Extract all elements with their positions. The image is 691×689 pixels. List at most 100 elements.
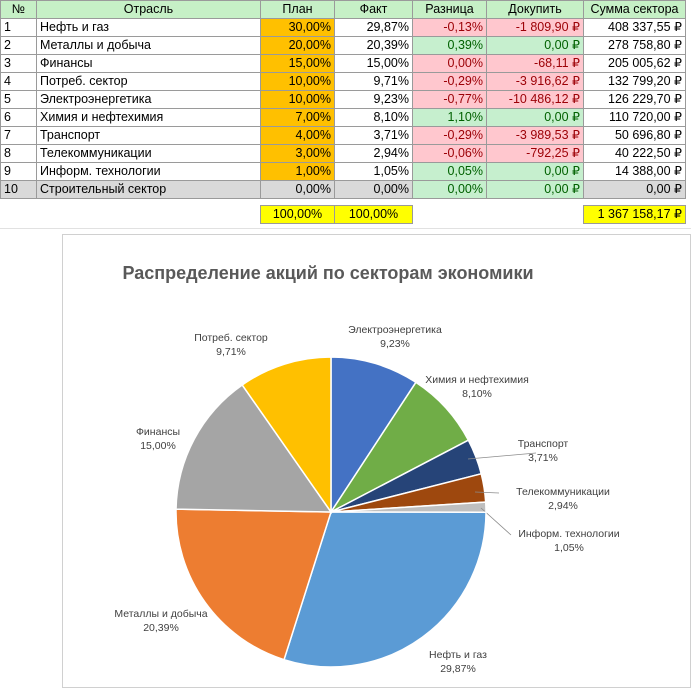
cell-empty[interactable]: [1, 206, 37, 224]
header-sector[interactable]: Отрасль: [36, 0, 261, 19]
cell-sector[interactable]: Потреб. сектор: [36, 72, 261, 91]
cell-plan[interactable]: 3,00%: [260, 144, 335, 163]
cell-fact[interactable]: 15,00%: [334, 54, 413, 73]
cell-plan[interactable]: 7,00%: [260, 108, 335, 127]
cell-buy[interactable]: -3 989,53 ₽: [486, 126, 584, 145]
cell-num[interactable]: 4: [0, 72, 37, 91]
cell-num[interactable]: 2: [0, 36, 37, 55]
pie-chart[interactable]: Распределение акций по секторам экономик…: [62, 234, 691, 688]
cell-buy[interactable]: -1 809,90 ₽: [486, 18, 584, 37]
cell-empty[interactable]: [413, 206, 487, 224]
cell-plan[interactable]: 1,00%: [260, 162, 335, 181]
cell-num[interactable]: 1: [0, 18, 37, 37]
cell-diff[interactable]: -0,77%: [412, 90, 487, 109]
cell-sum[interactable]: 205 005,62 ₽: [583, 54, 686, 73]
cell-sum[interactable]: 126 229,70 ₽: [583, 90, 686, 109]
cell-buy[interactable]: -10 486,12 ₽: [486, 90, 584, 109]
slice-value-label: 2,94%: [548, 500, 578, 512]
table-row: 7 Транспорт 4,00% 3,71% -0,29% -3 989,53 ₽50 …: [0, 126, 686, 145]
cell-sector[interactable]: Финансы: [36, 54, 261, 73]
cell-sum[interactable]: 0,00 ₽: [583, 180, 686, 199]
cell-sum[interactable]: 50 696,80 ₽: [583, 126, 686, 145]
slice-value-label: 15,00%: [140, 440, 176, 452]
cell-plan[interactable]: 0,00%: [260, 180, 335, 199]
cell-plan[interactable]: 30,00%: [260, 18, 335, 37]
pie-slice[interactable]: [175, 383, 333, 513]
cell-fact[interactable]: 9,71%: [334, 72, 413, 91]
header-num[interactable]: №: [0, 0, 37, 19]
header-diff[interactable]: Разница: [412, 0, 487, 19]
cell-sector[interactable]: Строительный сектор: [36, 180, 261, 199]
cell-diff[interactable]: -0,29%: [412, 126, 487, 145]
cell-plan[interactable]: 10,00%: [260, 90, 335, 109]
cell-diff[interactable]: 0,05%: [412, 162, 487, 181]
cell-diff[interactable]: -0,06%: [412, 144, 487, 163]
cell-fact[interactable]: 2,94%: [334, 144, 413, 163]
cell-sum[interactable]: 278 758,80 ₽: [583, 36, 686, 55]
cell-num[interactable]: 5: [0, 90, 37, 109]
cell-fact[interactable]: 1,05%: [334, 162, 413, 181]
cell-fact[interactable]: 9,23%: [334, 90, 413, 109]
cell-buy[interactable]: 0,00 ₽: [486, 108, 584, 127]
cell-buy[interactable]: 0,00 ₽: [486, 180, 584, 199]
cell-sum[interactable]: 14 388,00 ₽: [583, 162, 686, 181]
cell-diff[interactable]: -0,13%: [412, 18, 487, 37]
cell-num[interactable]: 9: [0, 162, 37, 181]
cell-empty[interactable]: [487, 206, 584, 224]
cell-fact[interactable]: 29,87%: [334, 18, 413, 37]
cell-sum[interactable]: 110 720,00 ₽: [583, 108, 686, 127]
cell-plan[interactable]: 15,00%: [260, 54, 335, 73]
slice-value-label: 9,71%: [216, 346, 246, 358]
cell-num[interactable]: 7: [0, 126, 37, 145]
spacer-cell: [1, 199, 686, 206]
cell-plan[interactable]: 10,00%: [260, 72, 335, 91]
slice-value-label: 3,71%: [528, 452, 558, 464]
cell-sector[interactable]: Телекоммуникации: [36, 144, 261, 163]
cell-sector[interactable]: Электроэнергетика: [36, 90, 261, 109]
totals-row: 100,00% 100,00% 1 367 158,17 ₽: [1, 205, 686, 224]
cell-sector[interactable]: Транспорт: [36, 126, 261, 145]
cell-num[interactable]: 3: [0, 54, 37, 73]
pie-slice[interactable]: [241, 356, 332, 515]
cell-num[interactable]: 6: [0, 108, 37, 127]
pie-slice[interactable]: [330, 356, 417, 515]
pie-slice[interactable]: [175, 508, 333, 661]
cell-plan[interactable]: 20,00%: [260, 36, 335, 55]
cell-fact[interactable]: 3,71%: [334, 126, 413, 145]
cell-sector[interactable]: Информ. технологии: [36, 162, 261, 181]
cell-diff[interactable]: 1,10%: [412, 108, 487, 127]
pie-slice[interactable]: [283, 511, 487, 668]
cell-fact[interactable]: 8,10%: [334, 108, 413, 127]
cell-diff[interactable]: 0,39%: [412, 36, 487, 55]
cell-num[interactable]: 8: [0, 144, 37, 163]
cell-sum[interactable]: 40 222,50 ₽: [583, 144, 686, 163]
cell-buy[interactable]: -3 916,62 ₽: [486, 72, 584, 91]
cell-buy[interactable]: -68,11 ₽: [486, 54, 584, 73]
cell-sum[interactable]: 408 337,55 ₽: [583, 18, 686, 37]
cell-sector[interactable]: Нефть и газ: [36, 18, 261, 37]
header-plan[interactable]: План: [260, 0, 335, 19]
cell-diff[interactable]: -0,29%: [412, 72, 487, 91]
cell-sum[interactable]: 132 799,20 ₽: [583, 72, 686, 91]
table-row: 1 Нефть и газ 30,00% 29,87% -0,13% -1 809,90 …: [0, 18, 686, 37]
pie-svg: Электроэнергетика 9,23% Химия и нефтехимия…: [114, 324, 619, 675]
cell-sector[interactable]: Химия и нефтехимия: [36, 108, 261, 127]
cell-fact[interactable]: 20,39%: [334, 36, 413, 55]
cell-sector[interactable]: Металлы и добыча: [36, 36, 261, 55]
table-row: 2 Металлы и добыча 20,00% 20,39% 0,39% 0,00 ₽…: [0, 36, 686, 55]
cell-diff[interactable]: 0,00%: [412, 180, 487, 199]
total-fact[interactable]: 100,00%: [334, 205, 413, 224]
cell-buy[interactable]: 0,00 ₽: [486, 36, 584, 55]
cell-plan[interactable]: 4,00%: [260, 126, 335, 145]
total-plan[interactable]: 100,00%: [260, 205, 335, 224]
cell-num[interactable]: 10: [0, 180, 37, 199]
total-sum[interactable]: 1 367 158,17 ₽: [583, 205, 686, 224]
cell-buy[interactable]: 0,00 ₽: [486, 162, 584, 181]
cell-buy[interactable]: -792,25 ₽: [486, 144, 584, 163]
header-sum[interactable]: Сумма сектора: [583, 0, 686, 19]
cell-diff[interactable]: 0,00%: [412, 54, 487, 73]
cell-empty[interactable]: [37, 206, 261, 224]
header-fact[interactable]: Факт: [334, 0, 413, 19]
header-buy[interactable]: Докупить: [486, 0, 584, 19]
cell-fact[interactable]: 0,00%: [334, 180, 413, 199]
